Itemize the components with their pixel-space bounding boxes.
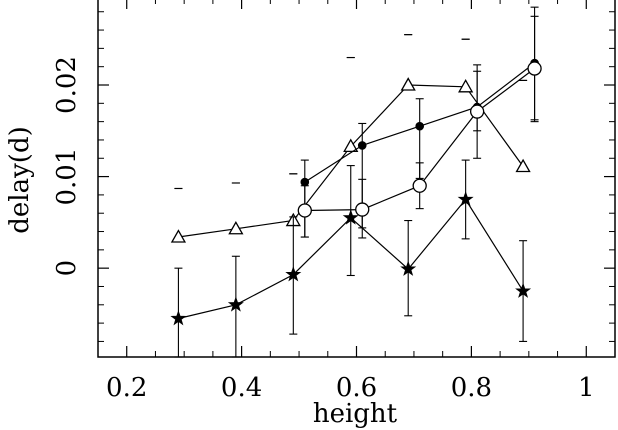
- x-tick-label: 0.2: [106, 373, 147, 403]
- data-point-star: [400, 260, 417, 276]
- data-point-star: [457, 191, 474, 207]
- data-point-open-circle: [355, 202, 370, 217]
- data-point-triangle: [343, 138, 359, 153]
- data-point-star: [170, 310, 187, 326]
- x-tick-label: 0.6: [336, 373, 377, 403]
- data-point-star: [227, 296, 244, 312]
- data-point-open-circle: [527, 61, 542, 76]
- data-point-triangle: [228, 220, 244, 235]
- plot-frame: [97, 0, 616, 358]
- series-open-circle: [297, 15, 542, 239]
- data-point-filled-circle: [357, 141, 367, 150]
- data-point-open-circle: [412, 178, 427, 193]
- x-axis-label: height: [313, 399, 398, 429]
- data-point-filled-circle: [415, 121, 424, 131]
- data-series: [170, 6, 542, 358]
- data-point-star: [515, 282, 532, 298]
- x-tick-label: 1: [578, 373, 595, 403]
- data-point-triangle: [458, 79, 474, 93]
- data-point-triangle: [515, 158, 531, 173]
- axis-ticks: [97, 0, 616, 357]
- series-filled-star: [170, 159, 532, 358]
- data-point-open-circle: [469, 104, 485, 119]
- data-point-open-circle: [297, 203, 312, 218]
- axis-tick-labels: 0.2 0.4 0.6 0.8 1 0 0.01 0.02: [52, 56, 595, 403]
- data-point-star: [285, 266, 302, 282]
- y-tick-label: 0.02: [52, 56, 82, 114]
- y-axis-label: delay(d): [5, 126, 35, 233]
- data-point-star: [342, 209, 359, 225]
- y-tick-label: 0: [52, 260, 82, 277]
- data-point-triangle: [400, 77, 416, 91]
- x-tick-label: 0.4: [221, 373, 262, 403]
- data-point-triangle: [170, 229, 187, 243]
- data-point-filled-circle: [300, 177, 310, 187]
- y-tick-label: 0.01: [52, 148, 82, 206]
- x-tick-label: 0.8: [451, 373, 492, 403]
